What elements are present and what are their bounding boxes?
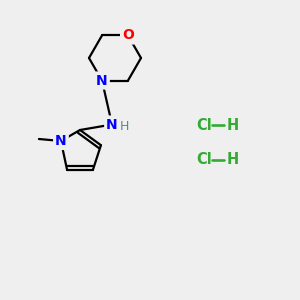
Text: O: O <box>122 28 134 43</box>
Text: H: H <box>227 118 239 133</box>
Text: Cl: Cl <box>196 152 212 167</box>
Text: N: N <box>55 134 67 148</box>
Text: N: N <box>96 74 108 88</box>
Text: H: H <box>119 120 129 133</box>
Text: H: H <box>227 152 239 167</box>
Text: Cl: Cl <box>196 118 212 133</box>
Text: N: N <box>106 118 118 131</box>
